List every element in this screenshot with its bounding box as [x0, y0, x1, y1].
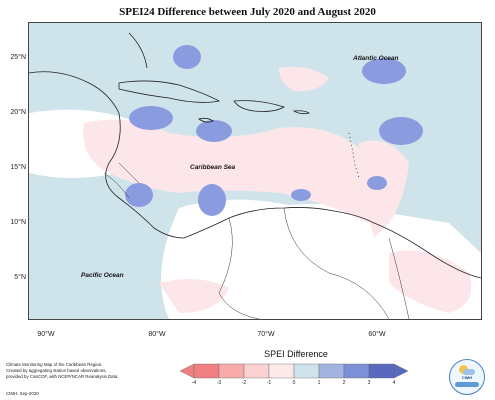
wave-icon [455, 382, 479, 387]
border-colombia [218, 217, 260, 319]
positive-region-bahamas [173, 45, 201, 69]
lat-tick-10n: 10°N [10, 219, 26, 226]
label-caribbean-sea: Caribbean Sea [190, 164, 236, 171]
legend-swatch-8 [368, 363, 395, 379]
map-area [28, 22, 482, 320]
legend-swatch-7 [343, 363, 370, 379]
coast-jamaica [198, 117, 214, 123]
legend-tick-2: 2 [342, 380, 346, 386]
footer-note: Climate Monitoring Map of the Caribbean … [6, 362, 186, 380]
border-guyana [388, 237, 410, 319]
legend-tick-3: 3 [367, 380, 371, 386]
lat-tick-20n: 20°N [10, 109, 26, 116]
cimh-logo: CIMH [449, 359, 485, 395]
legend-swatch-6 [318, 363, 345, 379]
footer-credit: CIMH: Sep-2020 [6, 391, 39, 396]
border-central-america-1 [118, 162, 140, 184]
positive-region-lesser-antilles [379, 117, 423, 145]
legend-tick-4: 4 [392, 380, 396, 386]
coast-cuba [118, 80, 221, 103]
positive-region-cuba-south [129, 106, 173, 130]
legend-swatch-3 [243, 363, 270, 379]
positive-region-central-america [125, 183, 153, 207]
negative-region-antilles [359, 140, 409, 238]
legend-tick-neg2: -2 [241, 380, 247, 386]
label-pacific-ocean: Pacific Ocean [81, 272, 124, 279]
lat-tick-15n: 15°N [10, 164, 26, 171]
legend-tick-0: 0 [292, 380, 296, 386]
cloud-icon [463, 369, 475, 375]
legend-swatch-4 [268, 363, 295, 379]
borders [103, 162, 410, 319]
legend-tick-neg3: -3 [216, 380, 222, 386]
lat-tick-25n: 25°N [10, 54, 26, 61]
positive-region-atlantic [362, 58, 406, 84]
coast-lesser-antilles [348, 132, 360, 179]
footer-line-2: Created by aggregating station based obs… [6, 368, 107, 373]
legend-swatch-1 [193, 363, 220, 379]
legend-tick-neg1: -1 [266, 380, 272, 386]
coast-puerto-rico [292, 110, 311, 115]
legend-arrow-high [393, 363, 409, 379]
border-venezuela [283, 207, 390, 319]
legend-colorbar [180, 363, 409, 379]
positive-region-trinidad [367, 176, 387, 190]
legend-tick-neg4: -4 [191, 380, 197, 386]
legend-arrow-low [180, 363, 195, 379]
lon-tick-90w: 90°W [37, 331, 55, 338]
coast-florida [128, 32, 148, 69]
coast-hispaniola [233, 100, 285, 112]
negative-region-atlantic [279, 66, 329, 92]
legend-title: SPEI Difference [264, 349, 328, 359]
logo-text: CIMH [461, 375, 473, 380]
positive-region-venezuela [291, 189, 311, 201]
map-title: SPEI24 Difference between July 2020 and … [119, 6, 376, 18]
lon-tick-60w: 60°W [368, 331, 386, 338]
map-canvas [29, 23, 481, 319]
border-central-america-2 [103, 172, 130, 199]
footer-line-3: provided by CariCOF, with NCEP/NCAR Rean… [6, 374, 119, 379]
label-atlantic-ocean: Atlantic Ocean [353, 55, 399, 62]
lat-tick-5n: 5°N [14, 274, 26, 281]
coast-central-america [29, 71, 185, 239]
positive-region-panama [198, 184, 226, 216]
negative-region-pacific [159, 279, 229, 313]
legend-tick-1: 1 [317, 380, 321, 386]
lon-tick-80w: 80°W [148, 331, 166, 338]
lon-tick-70w: 70°W [257, 331, 275, 338]
legend-swatch-2 [218, 363, 245, 379]
footer-line-1: Climate Monitoring Map of the Caribbean … [6, 362, 103, 367]
legend-swatch-5 [293, 363, 320, 379]
positive-region-jamaica [196, 120, 232, 142]
